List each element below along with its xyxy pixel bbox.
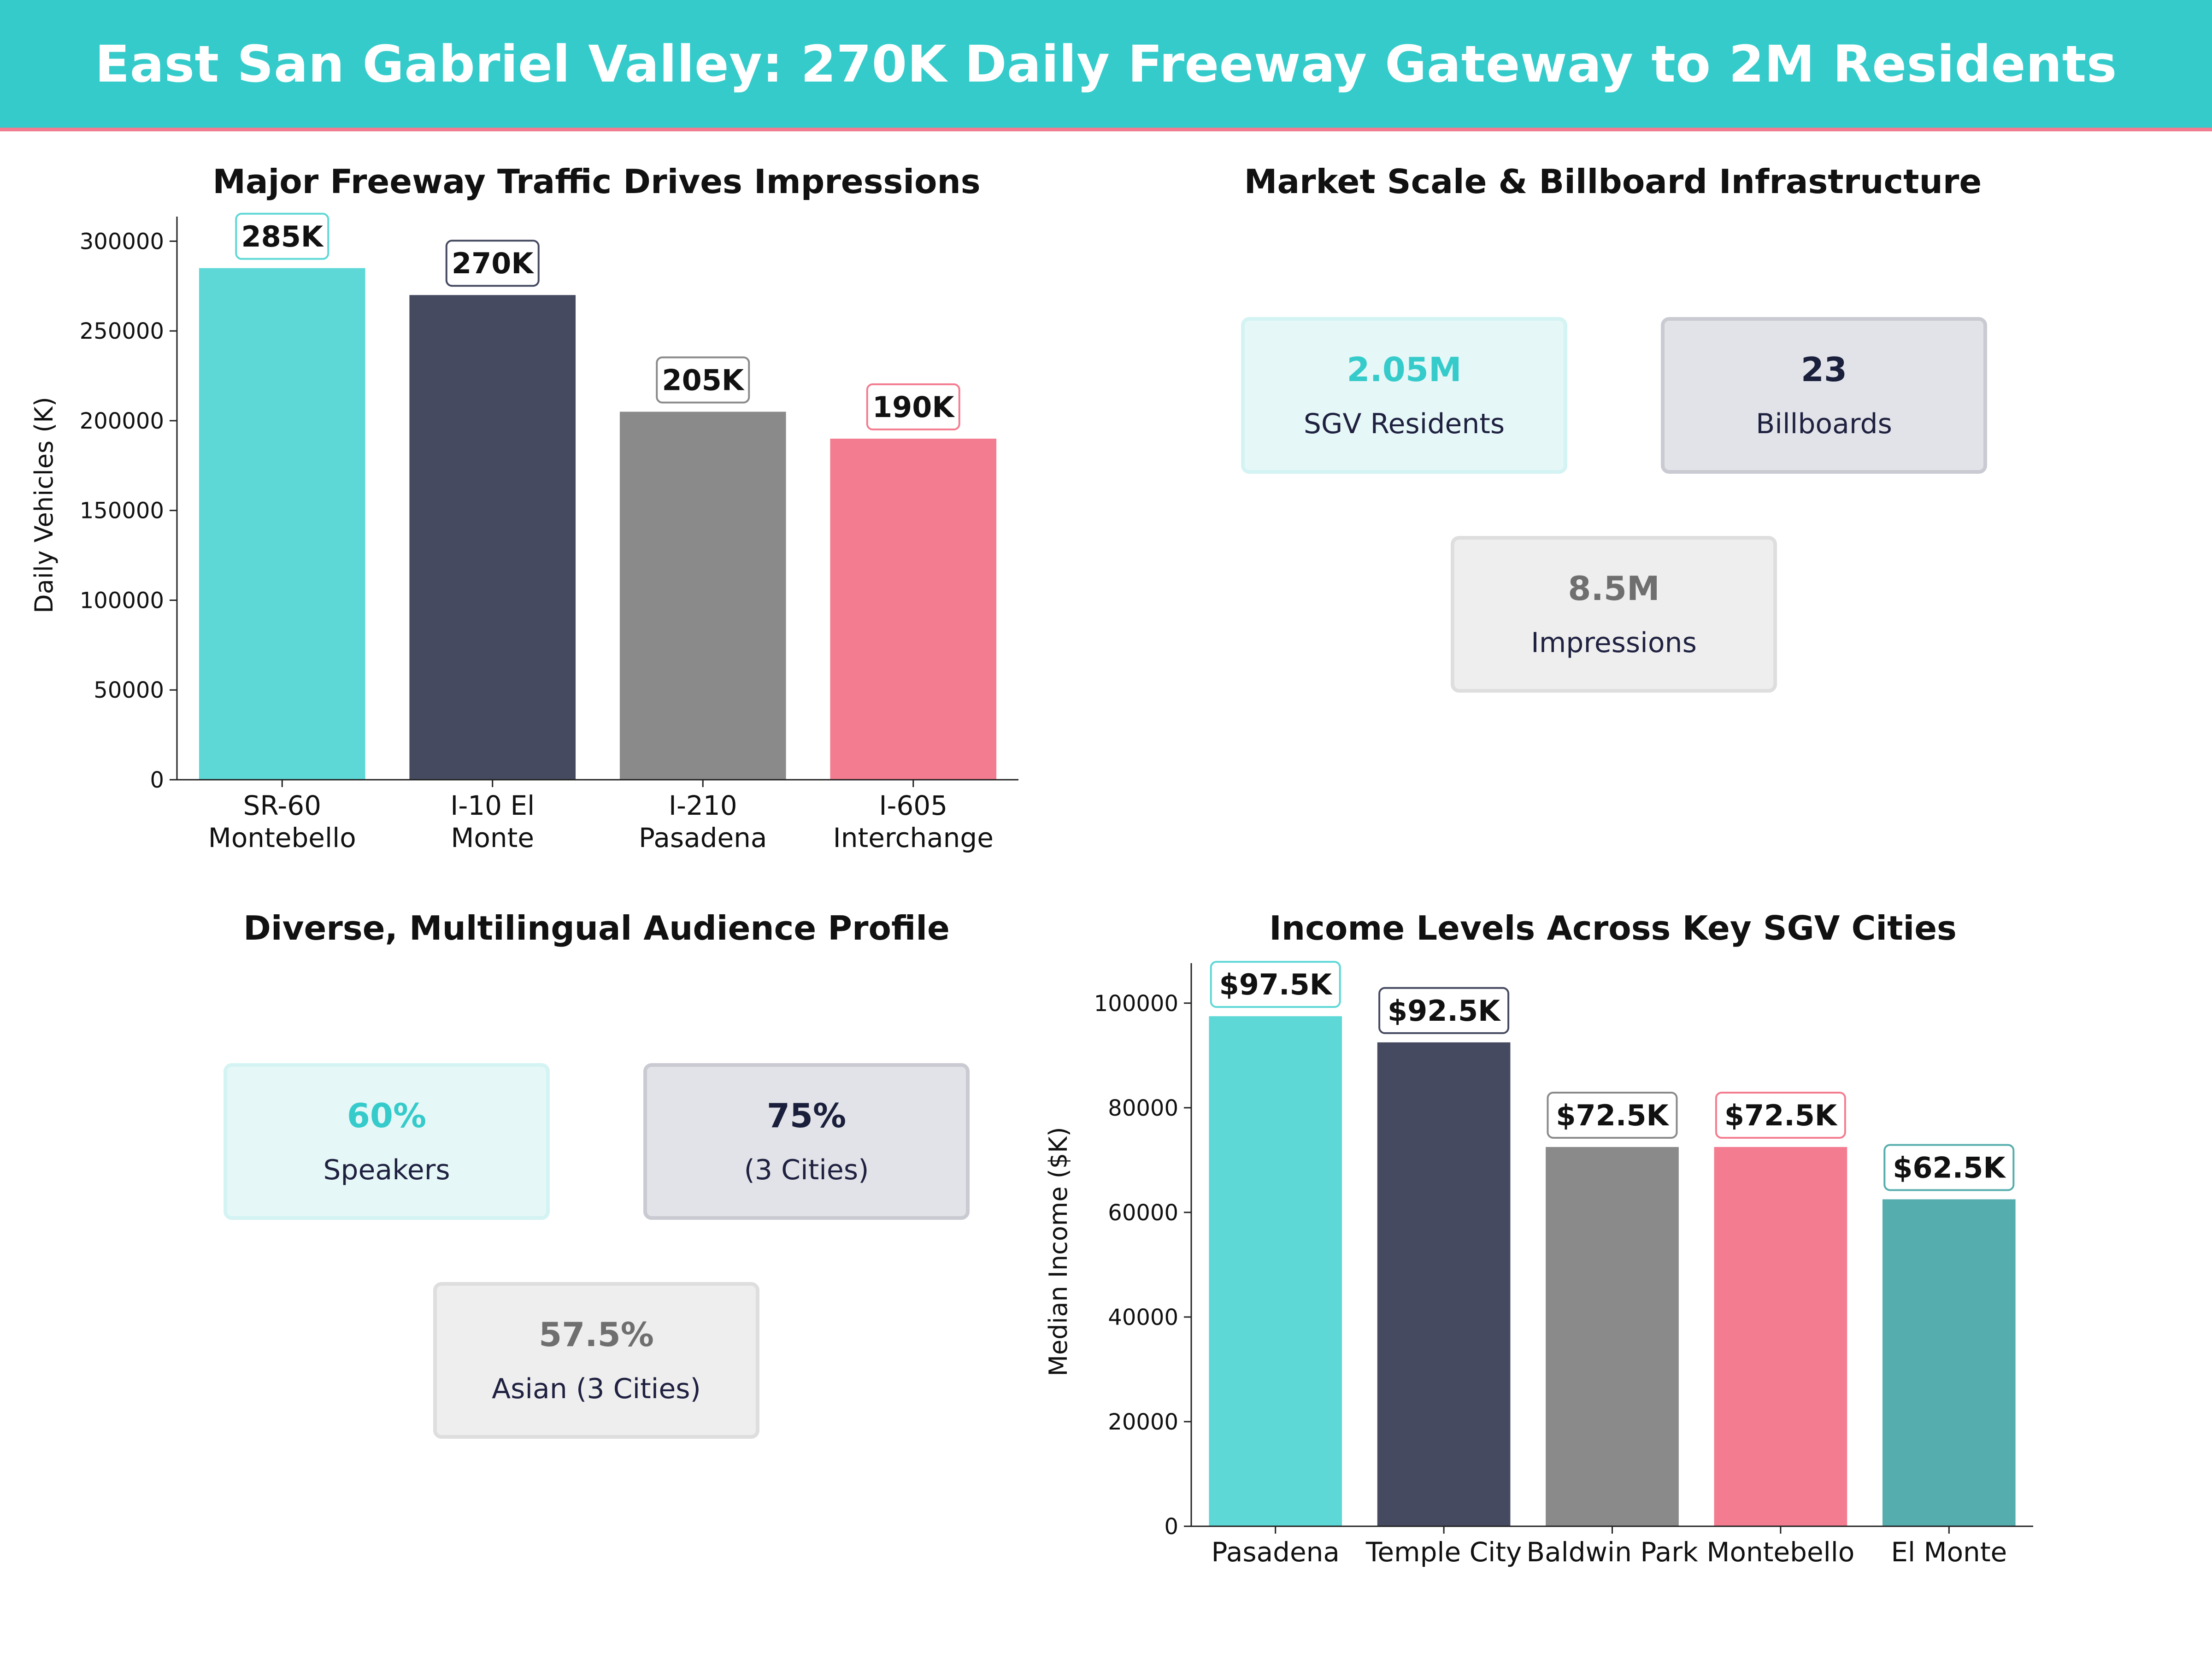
- y-axis-label: Median Income ($K): [1044, 1127, 1073, 1376]
- data-label-box: [866, 383, 960, 430]
- data-label: $72.5K: [1724, 1099, 1838, 1132]
- x-tick-label: I-605: [879, 790, 947, 821]
- kpi-card-impressions: 8.5M Impressions: [1451, 536, 1777, 693]
- audience-value-three-cities: 75%: [766, 1096, 847, 1135]
- y-tick-label: 100000: [80, 588, 164, 613]
- x-tick-label: Interchange: [833, 822, 994, 853]
- audience-value-speakers: 60%: [347, 1096, 427, 1135]
- x-tick-label: SR-60: [243, 790, 322, 821]
- x-tick-label: Montebello: [208, 822, 356, 853]
- x-tick-label: I-210: [669, 790, 737, 821]
- audience-label-three-cities: (3 Cities): [744, 1154, 869, 1186]
- kpi-label-impressions: Impressions: [1531, 627, 1697, 659]
- audience-card-three-cities: 75% (3 Cities): [643, 1063, 970, 1220]
- data-label-box: [445, 240, 540, 287]
- y-axis-label: Daily Vehicles (K): [29, 397, 59, 613]
- data-label: 205K: [662, 363, 745, 397]
- y-tick-label: 200000: [80, 408, 164, 434]
- data-label: 270K: [452, 247, 534, 280]
- y-tick-label: 0: [1164, 1514, 1178, 1540]
- bar: [830, 438, 997, 780]
- x-tick-label: El Monte: [1891, 1536, 2007, 1568]
- x-tick-label: I-10 El: [450, 790, 535, 821]
- title-banner: East San Gabriel Valley: 270K Daily Free…: [0, 0, 2212, 131]
- bar: [1546, 1147, 1679, 1526]
- data-label: $72.5K: [1556, 1099, 1669, 1132]
- y-tick-label: 50000: [94, 677, 164, 703]
- data-label-box: [1883, 1144, 2015, 1191]
- x-tick-label: Temple City: [1365, 1536, 1522, 1568]
- data-label-box: [1715, 1091, 1846, 1139]
- data-label: $97.5K: [1219, 968, 1333, 1001]
- y-tick-label: 300000: [80, 229, 164, 254]
- data-label: $92.5K: [1388, 994, 1501, 1028]
- data-label-box: [656, 356, 750, 404]
- income-chart-title: Income Levels Across Key SGV Cities: [1269, 909, 1957, 947]
- y-tick-label: 40000: [1108, 1305, 1178, 1330]
- bar: [409, 295, 576, 780]
- bar: [1209, 1016, 1342, 1526]
- x-tick-label: Monte: [451, 822, 534, 853]
- y-tick-label: 20000: [1108, 1409, 1178, 1435]
- bar: [1377, 1042, 1511, 1526]
- bar: [619, 412, 786, 780]
- audience-card-asian: 57.5% Asian (3 Cities): [433, 1282, 759, 1439]
- x-tick-label: Montebello: [1706, 1536, 1854, 1568]
- income-bar-chart: 0 20000 40000 60000 80000 100000 $97.5K Pasaden…: [1044, 961, 2033, 1568]
- y-tick-label: 250000: [80, 318, 164, 344]
- audience-panel-title: Diverse, Multilingual Audience Profile: [243, 909, 950, 947]
- kpi-value-residents: 2.05M: [1347, 350, 1462, 389]
- y-tick-label: 150000: [80, 498, 164, 524]
- y-tick-label: 60000: [1108, 1200, 1178, 1226]
- bar: [1882, 1199, 2016, 1526]
- kpi-value-billboards: 23: [1800, 350, 1847, 389]
- kpi-card-residents: 2.05M SGV Residents: [1241, 317, 1567, 474]
- dashboard-title: East San Gabriel Valley: 270K Daily Free…: [95, 34, 2117, 94]
- x-tick-label: Baldwin Park: [1526, 1536, 1698, 1568]
- kpi-value-impressions: 8.5M: [1568, 569, 1660, 608]
- kpi-label-billboards: Billboards: [1756, 408, 1892, 440]
- traffic-bar-chart: 0 50000 100000 150000 200000 250000 300000 285K…: [29, 212, 1018, 853]
- data-label: 285K: [241, 220, 324, 253]
- y-tick-label: 0: [150, 767, 164, 793]
- data-label: $62.5K: [1893, 1151, 2006, 1184]
- data-label: 190K: [872, 390, 955, 424]
- bar: [199, 268, 365, 780]
- bar: [1714, 1147, 1847, 1526]
- traffic-chart-title: Major Freeway Traffic Drives Impressions: [212, 162, 981, 201]
- audience-label-speakers: Speakers: [323, 1154, 450, 1186]
- audience-card-speakers: 60% Speakers: [224, 1063, 550, 1220]
- kpi-label-residents: SGV Residents: [1303, 408, 1505, 440]
- data-label-box: [1547, 1091, 1678, 1139]
- x-tick-label: Pasadena: [639, 822, 767, 853]
- data-label-box: [1378, 987, 1510, 1034]
- y-tick-label: 100000: [1094, 991, 1178, 1017]
- data-label-box: [1210, 961, 1341, 1008]
- audience-label-asian: Asian (3 Cities): [492, 1373, 701, 1405]
- data-label-box: [235, 212, 329, 260]
- kpi-card-billboards: 23 Billboards: [1661, 317, 1987, 474]
- x-tick-label: Pasadena: [1211, 1536, 1339, 1568]
- market-panel-title: Market Scale & Billboard Infrastructure: [1244, 162, 1982, 201]
- audience-value-asian: 57.5%: [539, 1315, 654, 1354]
- y-tick-label: 80000: [1108, 1095, 1178, 1121]
